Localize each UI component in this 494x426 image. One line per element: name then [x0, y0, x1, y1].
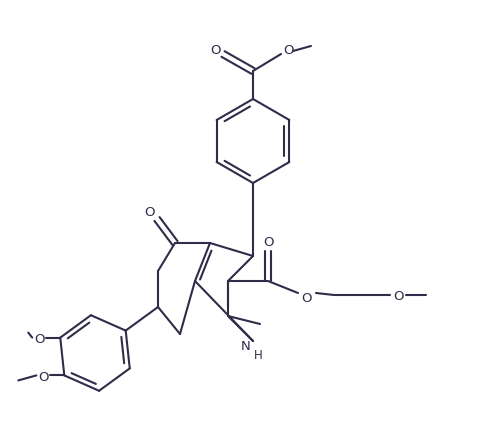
Text: O: O	[284, 43, 294, 56]
Text: O: O	[210, 43, 220, 56]
Text: N: N	[241, 340, 251, 353]
Text: O: O	[302, 292, 312, 305]
Text: H: H	[253, 349, 262, 362]
Text: O: O	[38, 370, 48, 383]
Text: O: O	[393, 290, 403, 303]
Text: O: O	[263, 236, 273, 249]
Text: O: O	[34, 332, 44, 345]
Text: O: O	[144, 206, 154, 219]
